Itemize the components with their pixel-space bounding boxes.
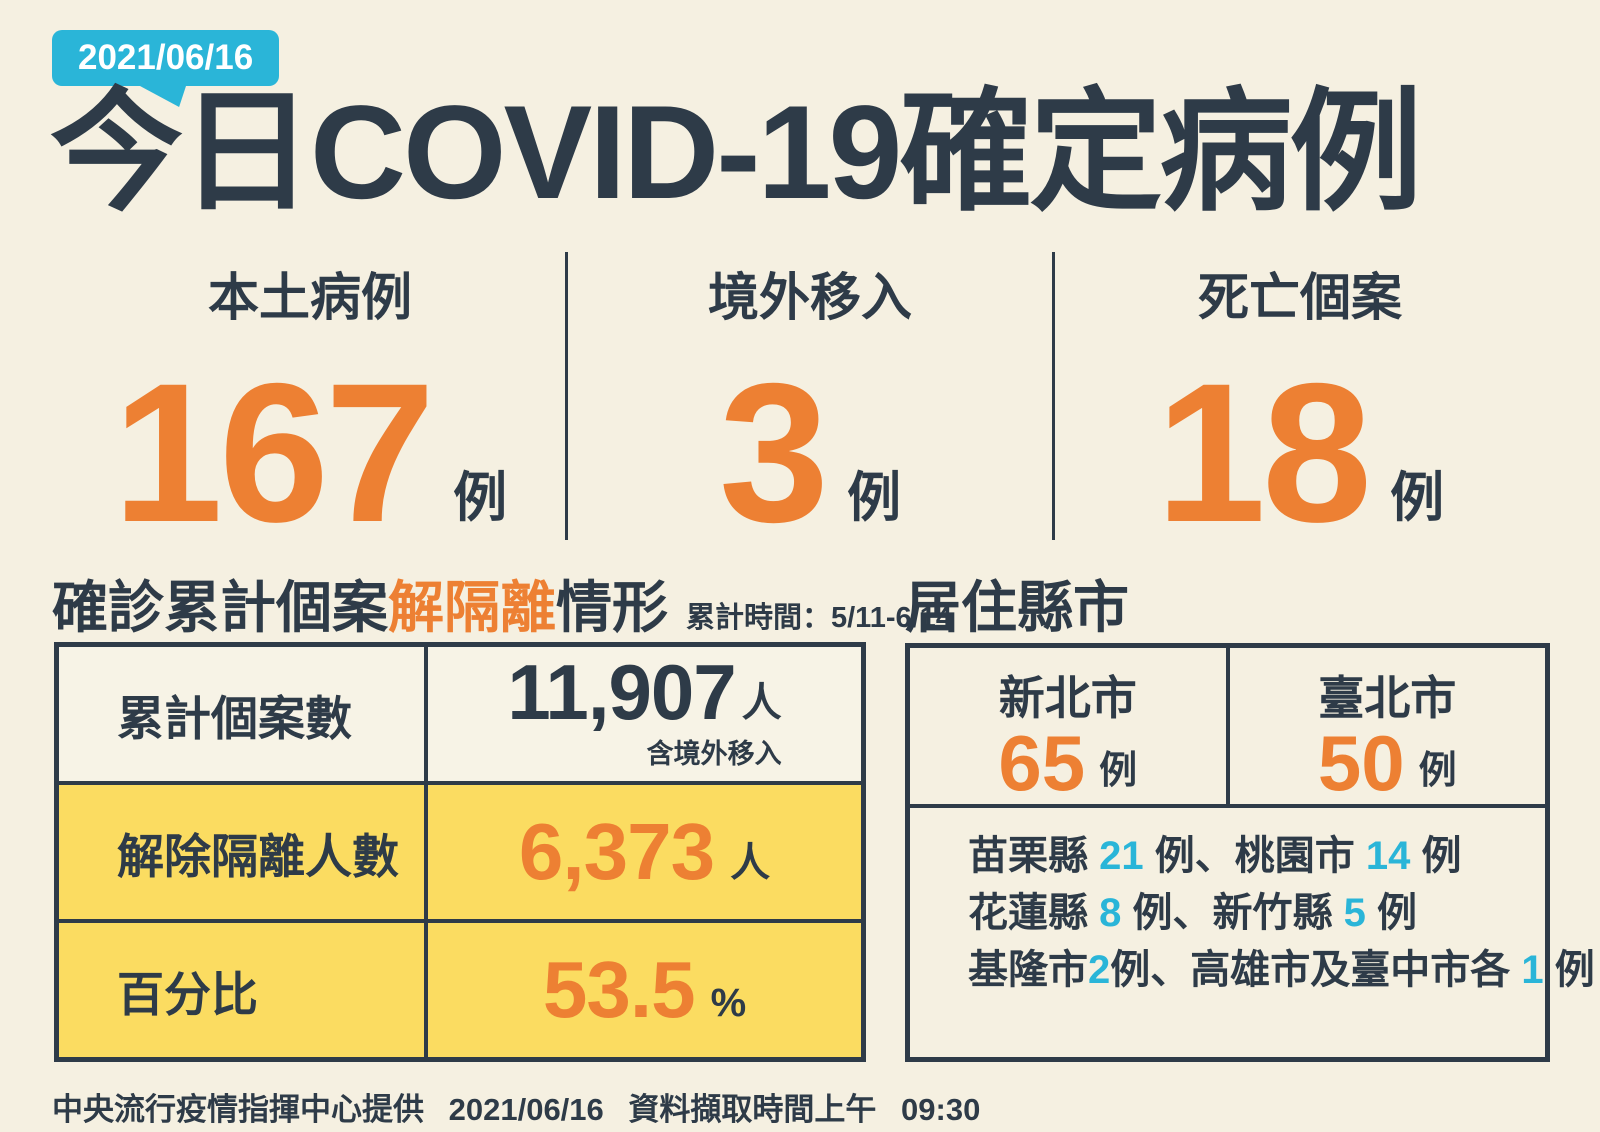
stat-imported-number: 3 bbox=[718, 342, 829, 563]
table-row-released: 解除隔離人數 6,373 人 bbox=[59, 785, 861, 923]
case-count-number: 1 bbox=[1521, 948, 1544, 992]
stats-divider bbox=[1052, 252, 1055, 540]
isolation-period: 累計時間：5/11-6/14 bbox=[686, 602, 952, 634]
stat-local-unit: 例 bbox=[453, 468, 508, 529]
case-count-text: 例、新竹縣 bbox=[1121, 891, 1344, 935]
city-name: 新北市 bbox=[998, 672, 1137, 724]
residence-detail-lines: 苗栗縣 21 例、桃園市 14 例花蓮縣 8 例、新竹縣 5 例基隆市2例、高雄… bbox=[910, 808, 1595, 999]
footer: 中央流行疫情指揮中心提供 2021/06/16 資料擷取時間上午 09:30 bbox=[52, 1084, 980, 1129]
case-count-text: 例、桃園市 bbox=[1143, 834, 1366, 878]
city-case-unit: 例 bbox=[1099, 750, 1138, 793]
case-count-number: 5 bbox=[1343, 891, 1366, 935]
stat-local-label: 本土病例 bbox=[207, 269, 412, 326]
stat-local-number: 167 bbox=[112, 342, 435, 563]
table-row-total: 累計個案數 11,907 人 含境外移入 bbox=[59, 647, 861, 785]
row-released-value-cell: 6,373 人 bbox=[428, 785, 861, 919]
case-count-text: 苗栗縣 bbox=[968, 834, 1100, 878]
residence-cell-new-taipei: 新北市 65 例 bbox=[910, 648, 1230, 804]
row-total-note: 含境外移入 bbox=[646, 738, 782, 769]
residence-section-header: 居住縣市 bbox=[905, 576, 1129, 639]
residence-detail-line: 基隆市2例、高雄市及臺中市各 1 例 bbox=[968, 942, 1595, 999]
row-released-number: 6,373 bbox=[518, 807, 715, 896]
footer-capture-label: 資料擷取時間上午 bbox=[628, 1092, 877, 1127]
footer-date: 2021/06/16 bbox=[448, 1092, 604, 1127]
stat-death-value: 18 例 bbox=[1155, 342, 1445, 563]
row-total-label: 累計個案數 bbox=[59, 647, 428, 781]
case-count-number: 2 bbox=[1088, 948, 1111, 992]
footer-provider: 中央流行疫情指揮中心提供 bbox=[52, 1092, 424, 1127]
stat-imported-value: 3 例 bbox=[718, 342, 902, 563]
date-badge-label: 2021/06/16 bbox=[78, 38, 254, 77]
stat-imported-cases: 境外移入 3 例 bbox=[568, 252, 1052, 563]
residence-box: 新北市 65 例 臺北市 50 例 苗栗縣 21 例、桃園市 14 例花蓮縣 8… bbox=[905, 643, 1595, 1062]
stat-death-cases: 死亡個案 18 例 bbox=[1055, 252, 1545, 563]
row-total-unit: 人 bbox=[741, 680, 782, 725]
stat-imported-label: 境外移入 bbox=[707, 269, 912, 326]
residence-top-row: 新北市 65 例 臺北市 50 例 bbox=[910, 648, 1545, 808]
daily-stats-row: 本土病例 167 例 境外移入 3 例 死亡個案 18 例 bbox=[55, 252, 1545, 563]
case-count-text: 例 bbox=[1410, 834, 1462, 878]
residence-detail-line: 花蓮縣 8 例、新竹縣 5 例 bbox=[968, 885, 1515, 942]
isolation-section-header: 確診累計個案解隔離情形 累計時間：5/11-6/14 bbox=[52, 563, 952, 644]
row-released-unit: 人 bbox=[730, 841, 771, 885]
residence-cell-taipei: 臺北市 50 例 bbox=[1230, 648, 1546, 804]
row-total-value-cell: 11,907 人 含境外移入 bbox=[428, 647, 861, 781]
row-percentage-value-cell: 53.5 % bbox=[428, 923, 861, 1057]
row-percentage-number: 53.5 bbox=[542, 945, 696, 1034]
row-total-number: 11,907 bbox=[507, 648, 736, 737]
stat-death-unit: 例 bbox=[1390, 468, 1445, 529]
case-count-text: 例 bbox=[1543, 948, 1595, 992]
residence-detail-line: 苗栗縣 21 例、桃園市 14 例 bbox=[968, 828, 1515, 885]
case-count-number: 8 bbox=[1099, 891, 1122, 935]
isolation-heading-part2: 情形 bbox=[556, 576, 668, 639]
isolation-heading-highlight: 解隔離 bbox=[388, 576, 556, 639]
stat-local-value: 167 例 bbox=[112, 342, 508, 563]
footer-capture-time: 09:30 bbox=[901, 1092, 981, 1127]
case-count-number: 21 bbox=[1099, 834, 1144, 878]
row-percentage-label: 百分比 bbox=[59, 923, 428, 1057]
case-count-text: 例 bbox=[1365, 891, 1417, 935]
stat-death-number: 18 bbox=[1155, 342, 1372, 563]
table-row-percentage: 百分比 53.5 % bbox=[59, 923, 861, 1057]
isolation-heading-part1: 確診累計個案 bbox=[52, 576, 388, 639]
city-case-number: 65 bbox=[998, 719, 1086, 807]
case-count-text: 花蓮縣 bbox=[968, 891, 1100, 935]
case-count-text: 例、高雄市及臺中市各 bbox=[1110, 948, 1522, 992]
row-percentage-unit: % bbox=[710, 981, 747, 1025]
stat-death-label: 死亡個案 bbox=[1197, 269, 1402, 326]
isolation-table: 累計個案數 11,907 人 含境外移入 解除隔離人數 6,373 人 bbox=[54, 642, 866, 1062]
stat-imported-unit: 例 bbox=[847, 468, 902, 529]
city-case-unit: 例 bbox=[1418, 750, 1457, 793]
page-title: 今日COVID-19確定病例 bbox=[50, 79, 1422, 227]
case-count-text: 基隆市 bbox=[968, 948, 1088, 992]
case-count-number: 14 bbox=[1365, 834, 1411, 878]
date-badge: 2021/06/16 bbox=[52, 30, 280, 107]
city-name: 臺北市 bbox=[1318, 672, 1457, 724]
row-released-label: 解除隔離人數 bbox=[59, 785, 428, 919]
city-case-number: 50 bbox=[1317, 719, 1405, 807]
stats-divider bbox=[565, 252, 568, 540]
stat-local-cases: 本土病例 167 例 bbox=[55, 252, 565, 563]
